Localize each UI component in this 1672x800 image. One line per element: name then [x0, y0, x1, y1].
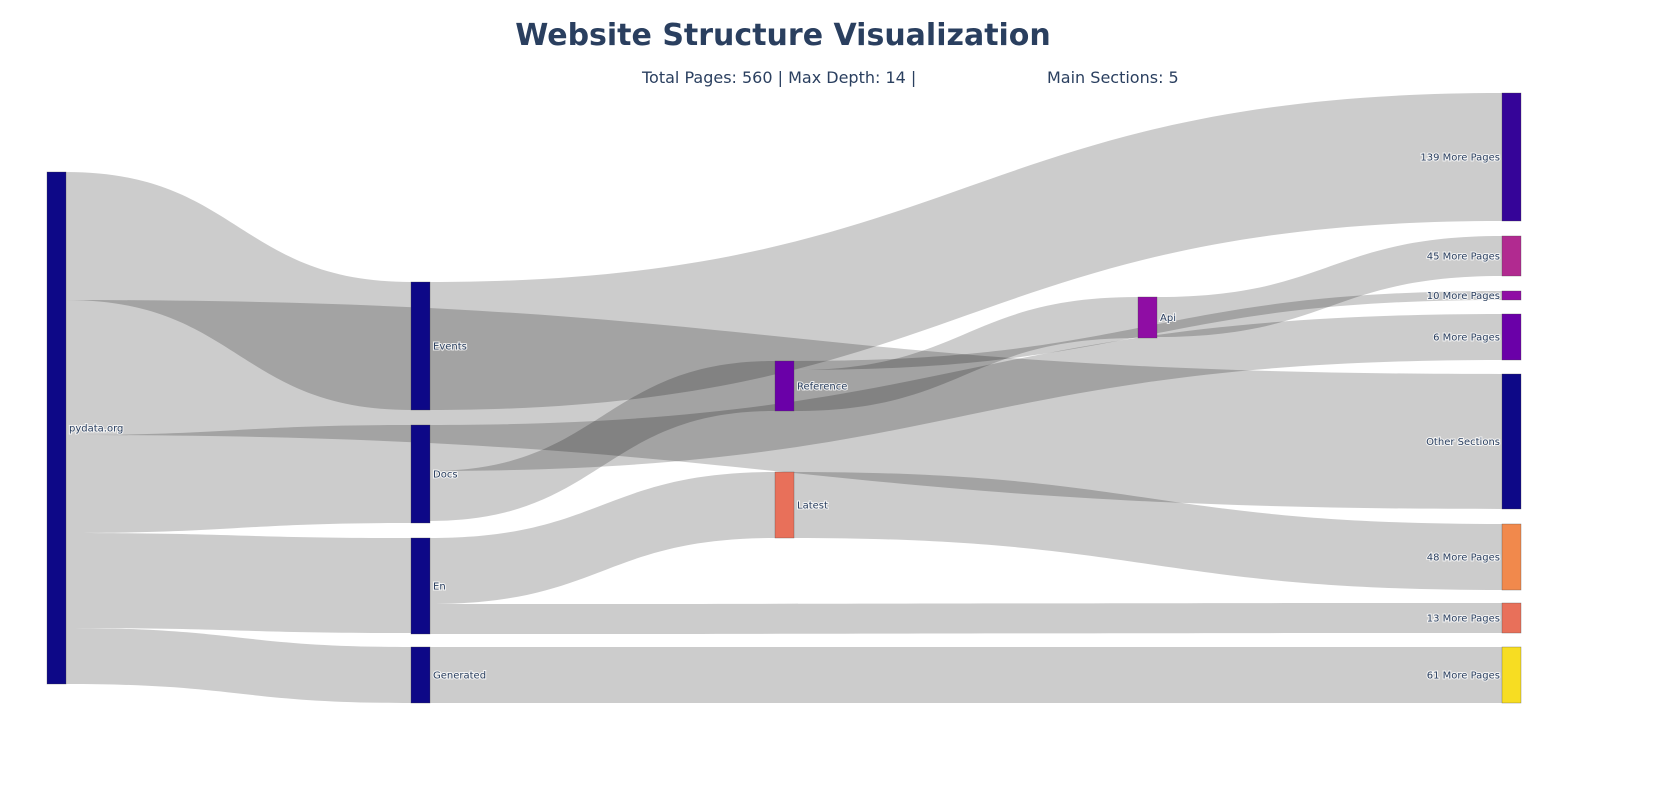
node-pydata[interactable] [46, 171, 67, 685]
node-label-other: Other Sections [1426, 437, 1500, 448]
node-other[interactable] [1501, 373, 1522, 510]
node-m139[interactable] [1501, 92, 1522, 222]
node-label-events: Events [433, 342, 467, 353]
link-events-to-m139[interactable] [430, 93, 1502, 410]
subtitle-sections: Main Sections: 5 [1047, 68, 1179, 87]
link-en-to-latest[interactable] [430, 472, 775, 604]
chart-title: Website Structure Visualization [515, 18, 1051, 53]
node-label-pydata: pydata.org [69, 424, 123, 435]
link-en-to-m13[interactable] [430, 603, 1502, 634]
node-api[interactable] [1137, 296, 1158, 339]
node-label-api: Api [1160, 313, 1176, 324]
node-events[interactable] [410, 281, 431, 411]
node-label-m10: 10 More Pages [1427, 291, 1500, 302]
node-label-en: En [433, 582, 446, 593]
link-reference-to-api[interactable] [794, 297, 1138, 411]
link-docs-to-reference[interactable] [430, 361, 775, 521]
link-pydata-to-events[interactable] [66, 172, 411, 410]
node-docs[interactable] [410, 424, 431, 524]
link-generated-to-m61[interactable] [430, 647, 1502, 703]
node-m13[interactable] [1501, 602, 1522, 634]
node-reference[interactable] [774, 360, 795, 412]
node-en[interactable] [410, 537, 431, 635]
node-label-generated: Generated [433, 671, 486, 682]
node-label-m45: 45 More Pages [1427, 252, 1500, 263]
link-docs-to-m6[interactable] [430, 314, 1502, 471]
nodes-layer: pydata.org Events Docs En Generated Reference… [46, 92, 1522, 704]
node-m10[interactable] [1501, 290, 1522, 301]
node-label-latest: Latest [797, 501, 828, 512]
node-m6[interactable] [1501, 313, 1522, 361]
node-m45[interactable] [1501, 235, 1522, 277]
node-m61[interactable] [1501, 646, 1522, 704]
subtitle-stats: Total Pages: 560 | Max Depth: 14 | [642, 68, 917, 87]
node-label-m13: 13 More Pages [1427, 614, 1500, 625]
link-pydata-to-docs[interactable] [66, 425, 411, 533]
link-api-to-m45[interactable] [1157, 236, 1502, 337]
node-latest[interactable] [774, 471, 795, 539]
link-latest-to-m48[interactable] [794, 472, 1502, 590]
node-label-docs: Docs [433, 470, 458, 481]
node-label-m6: 6 More Pages [1433, 333, 1500, 344]
link-pydata-to-generated[interactable] [66, 628, 411, 703]
node-label-reference: Reference [797, 382, 847, 393]
link-pydata-to-en[interactable] [66, 533, 411, 633]
links-layer [66, 93, 1502, 703]
node-label-m48: 48 More Pages [1427, 553, 1500, 564]
node-m48[interactable] [1501, 523, 1522, 591]
node-label-m61: 61 More Pages [1427, 671, 1500, 682]
node-label-m139: 139 More Pages [1420, 153, 1500, 164]
node-generated[interactable] [410, 646, 431, 704]
